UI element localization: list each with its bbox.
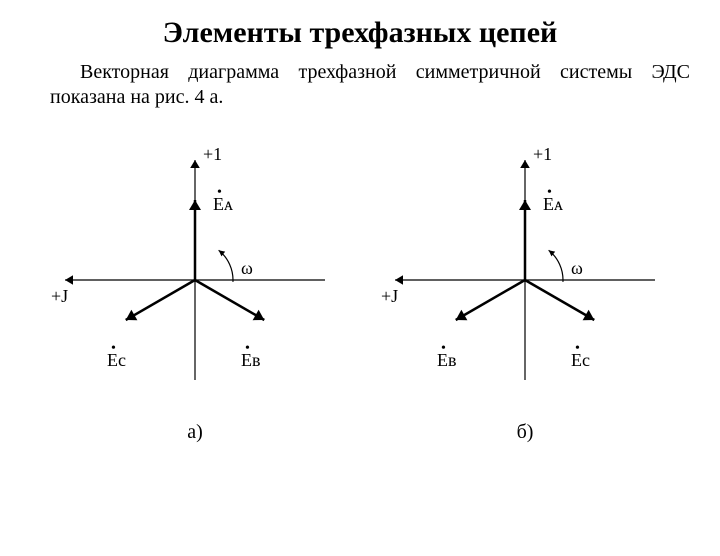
phasor-svg-b xyxy=(375,140,675,420)
axis-plusj-label: +J xyxy=(381,286,398,307)
ea-dot: • xyxy=(217,186,222,200)
vector-left-label-b: Eв xyxy=(437,350,457,371)
caption-b: б) xyxy=(517,421,534,444)
axis-plus1-label: +1 xyxy=(533,144,552,165)
left-dot-a: • xyxy=(111,342,116,356)
caption-a: а) xyxy=(187,421,203,444)
vector-left-label-a: Eс xyxy=(107,350,126,371)
vector-right-label-a: Eв xyxy=(241,350,261,371)
axis-plus1-label: +1 xyxy=(203,144,222,165)
left-dot-b: • xyxy=(441,342,446,356)
vector-ea-label: Eᴀ xyxy=(543,194,563,215)
omega-label: ω xyxy=(241,258,253,279)
phasor-svg-a xyxy=(45,140,345,420)
diagram-row: +1 +J ω Eᴀ • Eс • Eв • а) +1 +J ω Eᴀ • E… xyxy=(0,140,720,440)
phasor-diagram-b: +1 +J ω Eᴀ • Eв • Eс • б) xyxy=(375,140,675,440)
ea-dot: • xyxy=(547,186,552,200)
page-title: Элементы трехфазных цепей xyxy=(0,16,720,50)
vector-right-label-b: Eс xyxy=(571,350,590,371)
right-dot-a: • xyxy=(245,342,250,356)
axis-plusj-label: +J xyxy=(51,286,68,307)
phasor-diagram-a: +1 +J ω Eᴀ • Eс • Eв • а) xyxy=(45,140,345,440)
right-dot-b: • xyxy=(575,342,580,356)
vector-ea-label: Eᴀ xyxy=(213,194,233,215)
omega-label: ω xyxy=(571,258,583,279)
intro-paragraph: Векторная диаграмма трехфазной симметрич… xyxy=(50,60,690,110)
